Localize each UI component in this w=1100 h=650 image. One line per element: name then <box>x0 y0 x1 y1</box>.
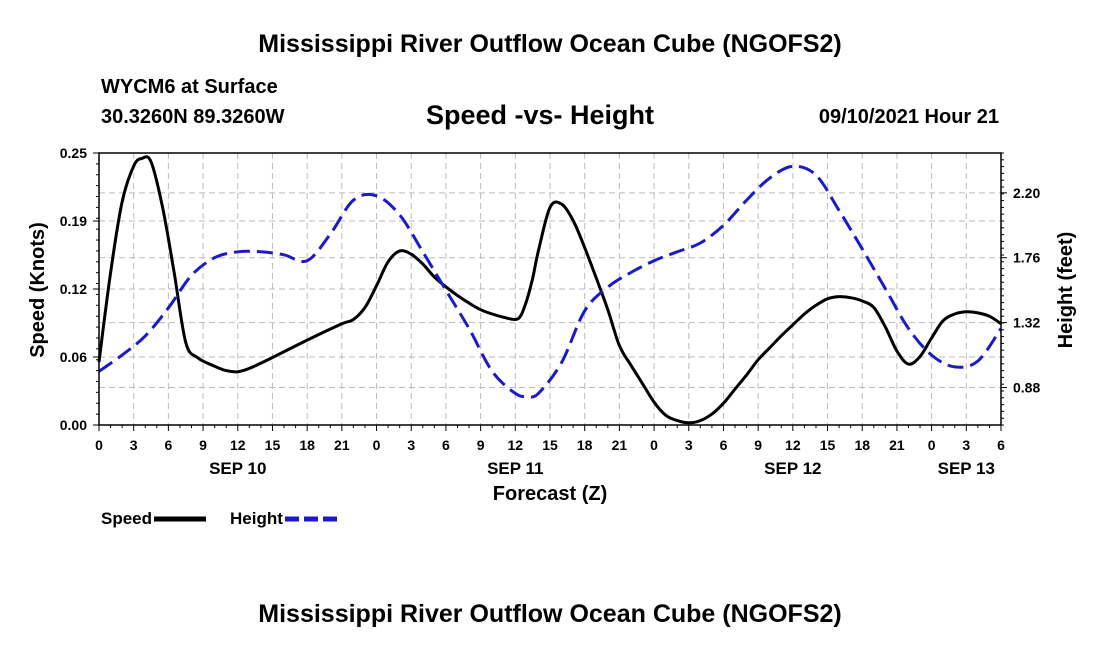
y-tick-label: 0.00 <box>60 417 87 433</box>
date-label: SEP 10 <box>209 459 266 478</box>
x-tick-label: 9 <box>199 437 207 453</box>
y2-tick-label: 1.76 <box>1013 250 1040 266</box>
station-coordinates: 30.3260N 89.3260W <box>101 106 285 128</box>
chart-title-bottom: Mississippi River Outflow Ocean Cube (NG… <box>258 600 842 628</box>
legend-height: Height <box>230 509 337 529</box>
y-tick-label: 0.12 <box>60 281 87 297</box>
chart-subtitle: Speed -vs- Height <box>426 100 655 130</box>
x-tick-label: 21 <box>334 437 350 453</box>
y-axis-title: Speed (Knots) <box>27 222 49 358</box>
x-tick-label: 12 <box>508 437 524 453</box>
x-tick-label: 9 <box>477 437 485 453</box>
legend-speed-swatch <box>154 516 207 522</box>
station-label: WYCM6 at Surface <box>101 76 278 98</box>
series-layer <box>97 155 1003 425</box>
x-tick-label: 0 <box>928 437 936 453</box>
x-tick-label: 3 <box>962 437 970 453</box>
x-tick-label: 0 <box>650 437 658 453</box>
series-line-height <box>98 164 1003 399</box>
legend-height-swatch <box>284 516 337 522</box>
date-label: SEP 13 <box>938 459 995 478</box>
x-tick-label: 6 <box>720 437 728 453</box>
x-tick-label: 15 <box>265 437 281 453</box>
x-tick-label: 15 <box>542 437 558 453</box>
forecast-datetime: 09/10/2021 Hour 21 <box>818 106 999 128</box>
x-tick-label: 6 <box>442 437 450 453</box>
x-tick-label: 6 <box>997 437 1005 453</box>
x-tick-label: 18 <box>577 437 593 453</box>
y-tick-label: 0.06 <box>60 349 87 365</box>
x-tick-label: 3 <box>407 437 415 453</box>
plot-frame <box>98 152 1002 426</box>
y2-tick-label: 2.20 <box>1013 185 1040 201</box>
x-tick-label: 0 <box>373 437 381 453</box>
x-tick-label: 12 <box>230 437 246 453</box>
legend-speed: Speed <box>101 509 207 529</box>
x-tick-label: 3 <box>130 437 138 453</box>
legend-speed-label: Speed <box>101 509 153 528</box>
legend-height-label: Height <box>230 509 283 528</box>
x-tick-label: 6 <box>164 437 172 453</box>
grid-layer <box>99 153 1001 425</box>
x-tick-label: 3 <box>685 437 693 453</box>
y2-tick-label: 0.88 <box>1013 380 1040 396</box>
x-tick-label: 21 <box>612 437 628 453</box>
date-label: SEP 12 <box>764 459 821 478</box>
date-label: SEP 11 <box>487 459 543 478</box>
y2-tick-label: 1.32 <box>1013 315 1040 331</box>
axis-layer: 0 3 6 9 12 15 18 21 0 3 6 9 12 15 18 21 0 3 6 9 12 15 18 21 0 3 6S… <box>60 145 1041 478</box>
x-tick-label: 18 <box>299 437 315 453</box>
x-tick-label: 15 <box>820 437 836 453</box>
x-tick-label: 12 <box>785 437 801 453</box>
y-tick-label: 0.19 <box>60 213 87 229</box>
y2-axis-title: Height (feet) <box>1055 232 1077 349</box>
series-line-speed <box>97 155 1002 425</box>
chart-title-top: Mississippi River Outflow Ocean Cube (NG… <box>258 30 842 58</box>
y-tick-label: 0.25 <box>60 145 87 161</box>
x-axis-title: Forecast (Z) <box>493 483 607 505</box>
x-tick-label: 21 <box>889 437 905 453</box>
x-tick-label: 9 <box>754 437 762 453</box>
x-tick-label: 18 <box>854 437 870 453</box>
x-tick-label: 0 <box>95 437 103 453</box>
